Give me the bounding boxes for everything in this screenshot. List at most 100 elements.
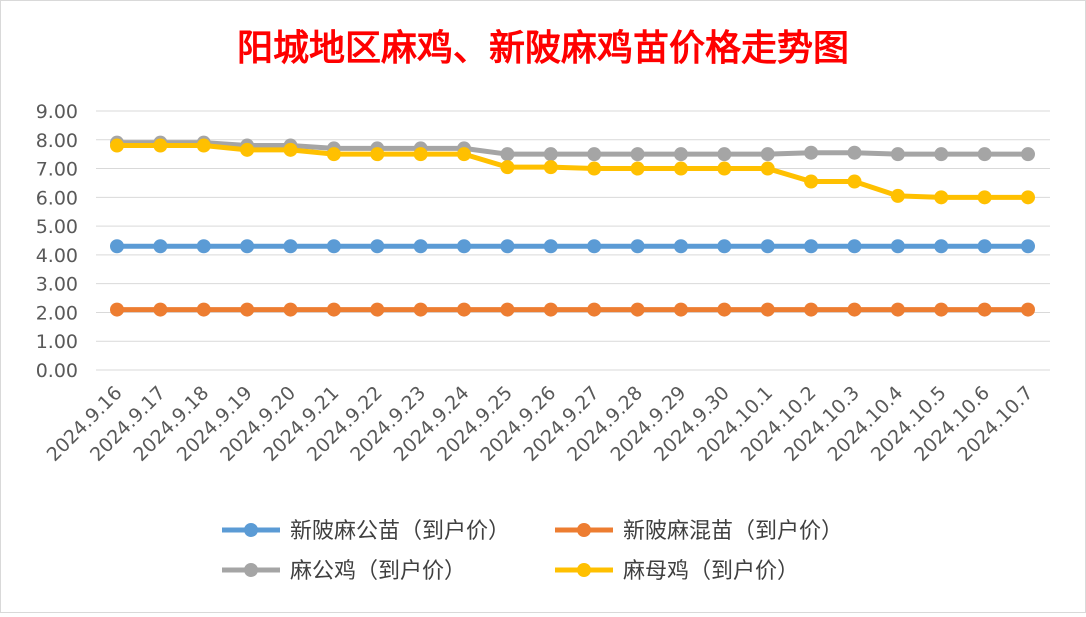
data-point	[804, 302, 819, 317]
data-point	[370, 302, 385, 317]
data-point	[240, 239, 255, 254]
legend-item[interactable]: 新陂麻公苗（到户价）	[222, 519, 510, 544]
legend-item[interactable]: 麻母鸡（到户价）	[555, 559, 799, 584]
data-point	[630, 239, 645, 254]
data-point	[543, 160, 558, 175]
data-point	[717, 161, 732, 176]
data-point	[977, 302, 992, 317]
data-point	[370, 239, 385, 254]
data-point	[500, 302, 515, 317]
data-point	[413, 147, 428, 162]
legend: 新陂麻公苗（到户价） 新陂麻混苗（到户价） 麻公鸡（到户价） 麻母鸡（到户价）	[222, 519, 843, 584]
data-point	[934, 190, 949, 205]
data-point	[630, 302, 645, 317]
data-point	[153, 239, 168, 254]
data-point	[457, 302, 472, 317]
data-point	[1021, 302, 1035, 317]
data-point	[630, 147, 645, 162]
data-point	[587, 161, 602, 176]
data-point	[890, 302, 905, 317]
data-point	[500, 147, 515, 162]
legend-label: 新陂麻混苗（到户价）	[623, 519, 843, 544]
gridlines	[96, 110, 1050, 371]
data-point	[110, 239, 124, 254]
data-point	[977, 239, 992, 254]
y-tick-label: 9.00	[36, 101, 78, 123]
series-line	[117, 140, 1028, 157]
data-point	[370, 147, 385, 162]
data-point	[543, 239, 558, 254]
y-tick-label: 4.00	[36, 245, 78, 267]
series-lines	[110, 135, 1035, 317]
legend-label: 麻公鸡（到户价）	[290, 559, 466, 584]
data-point	[890, 188, 905, 203]
series-3	[110, 138, 1035, 205]
data-point	[1021, 147, 1035, 162]
data-point	[413, 239, 428, 254]
y-tick-label: 5.00	[36, 216, 78, 238]
data-point	[934, 147, 949, 162]
data-point	[977, 147, 992, 162]
legend-swatch-marker	[244, 563, 258, 577]
data-point	[847, 302, 862, 317]
y-tick-label: 6.00	[36, 187, 78, 209]
y-tick-label: 0.00	[36, 360, 78, 382]
data-point	[1021, 190, 1035, 205]
data-point	[457, 147, 472, 162]
data-point	[543, 147, 558, 162]
data-point	[760, 239, 775, 254]
data-point	[153, 138, 168, 153]
data-point	[890, 239, 905, 254]
data-point	[760, 147, 775, 162]
data-point	[717, 302, 732, 317]
data-point	[240, 142, 255, 157]
data-point	[673, 239, 688, 254]
data-point	[457, 239, 472, 254]
data-point	[804, 239, 819, 254]
data-point	[153, 302, 168, 317]
data-point	[196, 302, 211, 317]
data-point	[326, 239, 341, 254]
data-point	[587, 147, 602, 162]
data-point	[500, 160, 515, 175]
y-axis-tick-labels: 0.00 1.00 2.00 3.00 4.00 5.00 6.00 7.00 8.00 9.00	[36, 101, 78, 382]
legend-swatch-marker	[244, 523, 258, 537]
data-point	[977, 190, 992, 205]
data-point	[804, 145, 819, 160]
data-point	[717, 147, 732, 162]
data-point	[760, 302, 775, 317]
data-point	[110, 138, 124, 153]
legend-label: 麻母鸡（到户价）	[623, 559, 799, 584]
data-point	[283, 239, 298, 254]
chart-title: 阳城地区麻鸡、新陂麻鸡苗价格走势图	[237, 28, 849, 69]
data-point	[804, 174, 819, 189]
y-tick-label: 1.00	[36, 331, 78, 353]
data-point	[110, 302, 124, 317]
data-point	[283, 142, 298, 157]
y-tick-label: 8.00	[36, 130, 78, 152]
legend-item[interactable]: 新陂麻混苗（到户价）	[555, 519, 843, 544]
data-point	[500, 239, 515, 254]
legend-label: 新陂麻公苗（到户价）	[290, 519, 510, 544]
data-point	[240, 302, 255, 317]
y-tick-label: 7.00	[36, 159, 78, 181]
data-point	[196, 239, 211, 254]
data-point	[630, 161, 645, 176]
data-point	[717, 239, 732, 254]
data-point	[673, 302, 688, 317]
data-point	[890, 147, 905, 162]
data-point	[196, 138, 211, 153]
data-point	[673, 147, 688, 162]
data-point	[587, 302, 602, 317]
data-point	[847, 174, 862, 189]
legend-item[interactable]: 麻公鸡（到户价）	[222, 559, 466, 584]
data-point	[413, 302, 428, 317]
legend-swatch-marker	[577, 563, 591, 577]
data-point	[587, 239, 602, 254]
series-line	[117, 143, 1028, 200]
legend-swatch-marker	[577, 523, 591, 537]
series-1	[110, 302, 1035, 317]
